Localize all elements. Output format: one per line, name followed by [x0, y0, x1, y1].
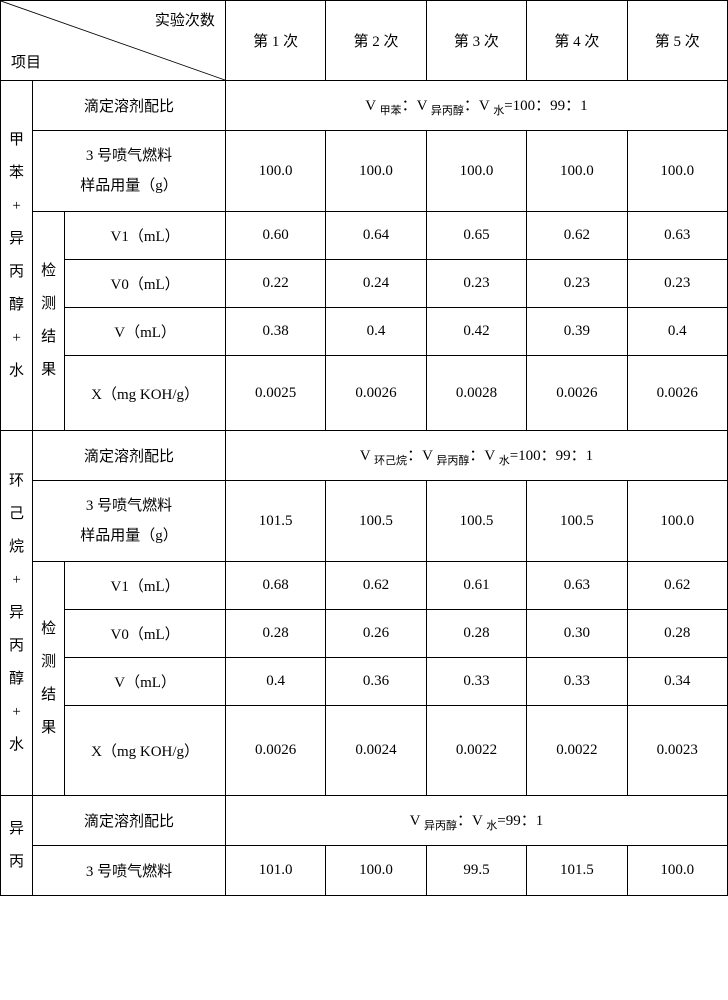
sec1-ratio-label: 滴定溶剂配比 — [33, 431, 226, 481]
sec0-row-v1: 检 测 结 果 V1（mL） 0.60 0.64 0.65 0.62 0.63 — [1, 212, 728, 260]
sec1-sample-v5: 100.0 — [627, 481, 727, 562]
col-header-4: 第 4 次 — [527, 1, 627, 81]
sec1-sample-label: 3 号喷气燃料 样品用量（g） — [33, 481, 226, 562]
sec1-result-label: 检 测 结 果 — [33, 562, 65, 796]
sec2-solvent-label: 异 丙 — [1, 796, 33, 896]
sec0-sample-v2: 100.0 — [326, 131, 426, 212]
sec2-sample-v2: 100.0 — [326, 846, 426, 896]
col-header-2: 第 2 次 — [326, 1, 426, 81]
sec1-row-v1: 检 测 结 果 V1（mL） 0.68 0.62 0.61 0.63 0.62 — [1, 562, 728, 610]
sec1-sample-v2: 100.5 — [326, 481, 426, 562]
sec2-ratio-row: 异 丙 滴定溶剂配比 V 异丙醇：V 水=99：1 — [1, 796, 728, 846]
col-header-5: 第 5 次 — [627, 1, 727, 81]
sec1-sample-v3: 100.5 — [426, 481, 526, 562]
sec2-sample-v3: 99.5 — [426, 846, 526, 896]
sec1-r1-label: V0（mL） — [65, 610, 226, 658]
sec0-result-label: 检 测 结 果 — [33, 212, 65, 431]
sec0-ratio-label: 滴定溶剂配比 — [33, 81, 226, 131]
sec0-r0-label: V1（mL） — [65, 212, 226, 260]
sec2-sample-label: 3 号喷气燃料 — [33, 846, 226, 896]
sec1-sample-v4: 100.5 — [527, 481, 627, 562]
header-top-label: 实验次数 — [155, 9, 215, 30]
sec1-sample-row: 3 号喷气燃料 样品用量（g） 101.5 100.5 100.5 100.5 … — [1, 481, 728, 562]
sec2-sample-row: 3 号喷气燃料 101.0 100.0 99.5 101.5 100.0 — [1, 846, 728, 896]
sec0-row-v0: V0（mL） 0.22 0.24 0.23 0.23 0.23 — [1, 260, 728, 308]
sec1-row-v0: V0（mL） 0.28 0.26 0.28 0.30 0.28 — [1, 610, 728, 658]
data-table: 实验次数 项目 第 1 次 第 2 次 第 3 次 第 4 次 第 5 次 甲 … — [0, 0, 728, 896]
sec2-sample-v1: 101.0 — [225, 846, 325, 896]
sec0-ratio-value: V 甲苯：V 异丙醇：V 水=100：99：1 — [225, 81, 727, 131]
sec0-sample-v4: 100.0 — [527, 131, 627, 212]
sec1-sample-v1: 101.5 — [225, 481, 325, 562]
sec0-sample-v1: 100.0 — [225, 131, 325, 212]
sec0-sample-row: 3 号喷气燃料 样品用量（g） 100.0 100.0 100.0 100.0 … — [1, 131, 728, 212]
sec2-ratio-label: 滴定溶剂配比 — [33, 796, 226, 846]
sec0-sample-v5: 100.0 — [627, 131, 727, 212]
col-header-3: 第 3 次 — [426, 1, 526, 81]
sec1-r0-label: V1（mL） — [65, 562, 226, 610]
sec2-sample-v5: 100.0 — [627, 846, 727, 896]
sec1-ratio-row: 环 己 烷 + 异 丙 醇 + 水 滴定溶剂配比 V 环己烷：V 异丙醇：V 水… — [1, 431, 728, 481]
header-bot-label: 项目 — [11, 51, 41, 72]
sec0-r3-label: X（mg KOH/g） — [65, 356, 226, 431]
sec0-sample-label: 3 号喷气燃料 样品用量（g） — [33, 131, 226, 212]
sec0-row-v: V（mL） 0.38 0.4 0.42 0.39 0.4 — [1, 308, 728, 356]
sec0-solvent-label: 甲 苯 + 异 丙 醇 + 水 — [1, 81, 33, 431]
diagonal-header: 实验次数 项目 — [1, 1, 226, 81]
sec1-row-v: V（mL） 0.4 0.36 0.33 0.33 0.34 — [1, 658, 728, 706]
header-row: 实验次数 项目 第 1 次 第 2 次 第 3 次 第 4 次 第 5 次 — [1, 1, 728, 81]
sec0-r1-label: V0（mL） — [65, 260, 226, 308]
sec0-sample-v3: 100.0 — [426, 131, 526, 212]
sec0-r2-label: V（mL） — [65, 308, 226, 356]
sec2-ratio-value: V 异丙醇：V 水=99：1 — [225, 796, 727, 846]
sec1-r3-label: X（mg KOH/g） — [65, 706, 226, 796]
sec0-row-x: X（mg KOH/g） 0.0025 0.0026 0.0028 0.0026 … — [1, 356, 728, 431]
col-header-1: 第 1 次 — [225, 1, 325, 81]
sec1-ratio-value: V 环己烷：V 异丙醇：V 水=100：99：1 — [225, 431, 727, 481]
sec1-solvent-label: 环 己 烷 + 异 丙 醇 + 水 — [1, 431, 33, 796]
sec0-ratio-row: 甲 苯 + 异 丙 醇 + 水 滴定溶剂配比 V 甲苯：V 异丙醇：V 水=10… — [1, 81, 728, 131]
sec2-sample-v4: 101.5 — [527, 846, 627, 896]
sec1-row-x: X（mg KOH/g） 0.0026 0.0024 0.0022 0.0022 … — [1, 706, 728, 796]
sec1-r2-label: V（mL） — [65, 658, 226, 706]
